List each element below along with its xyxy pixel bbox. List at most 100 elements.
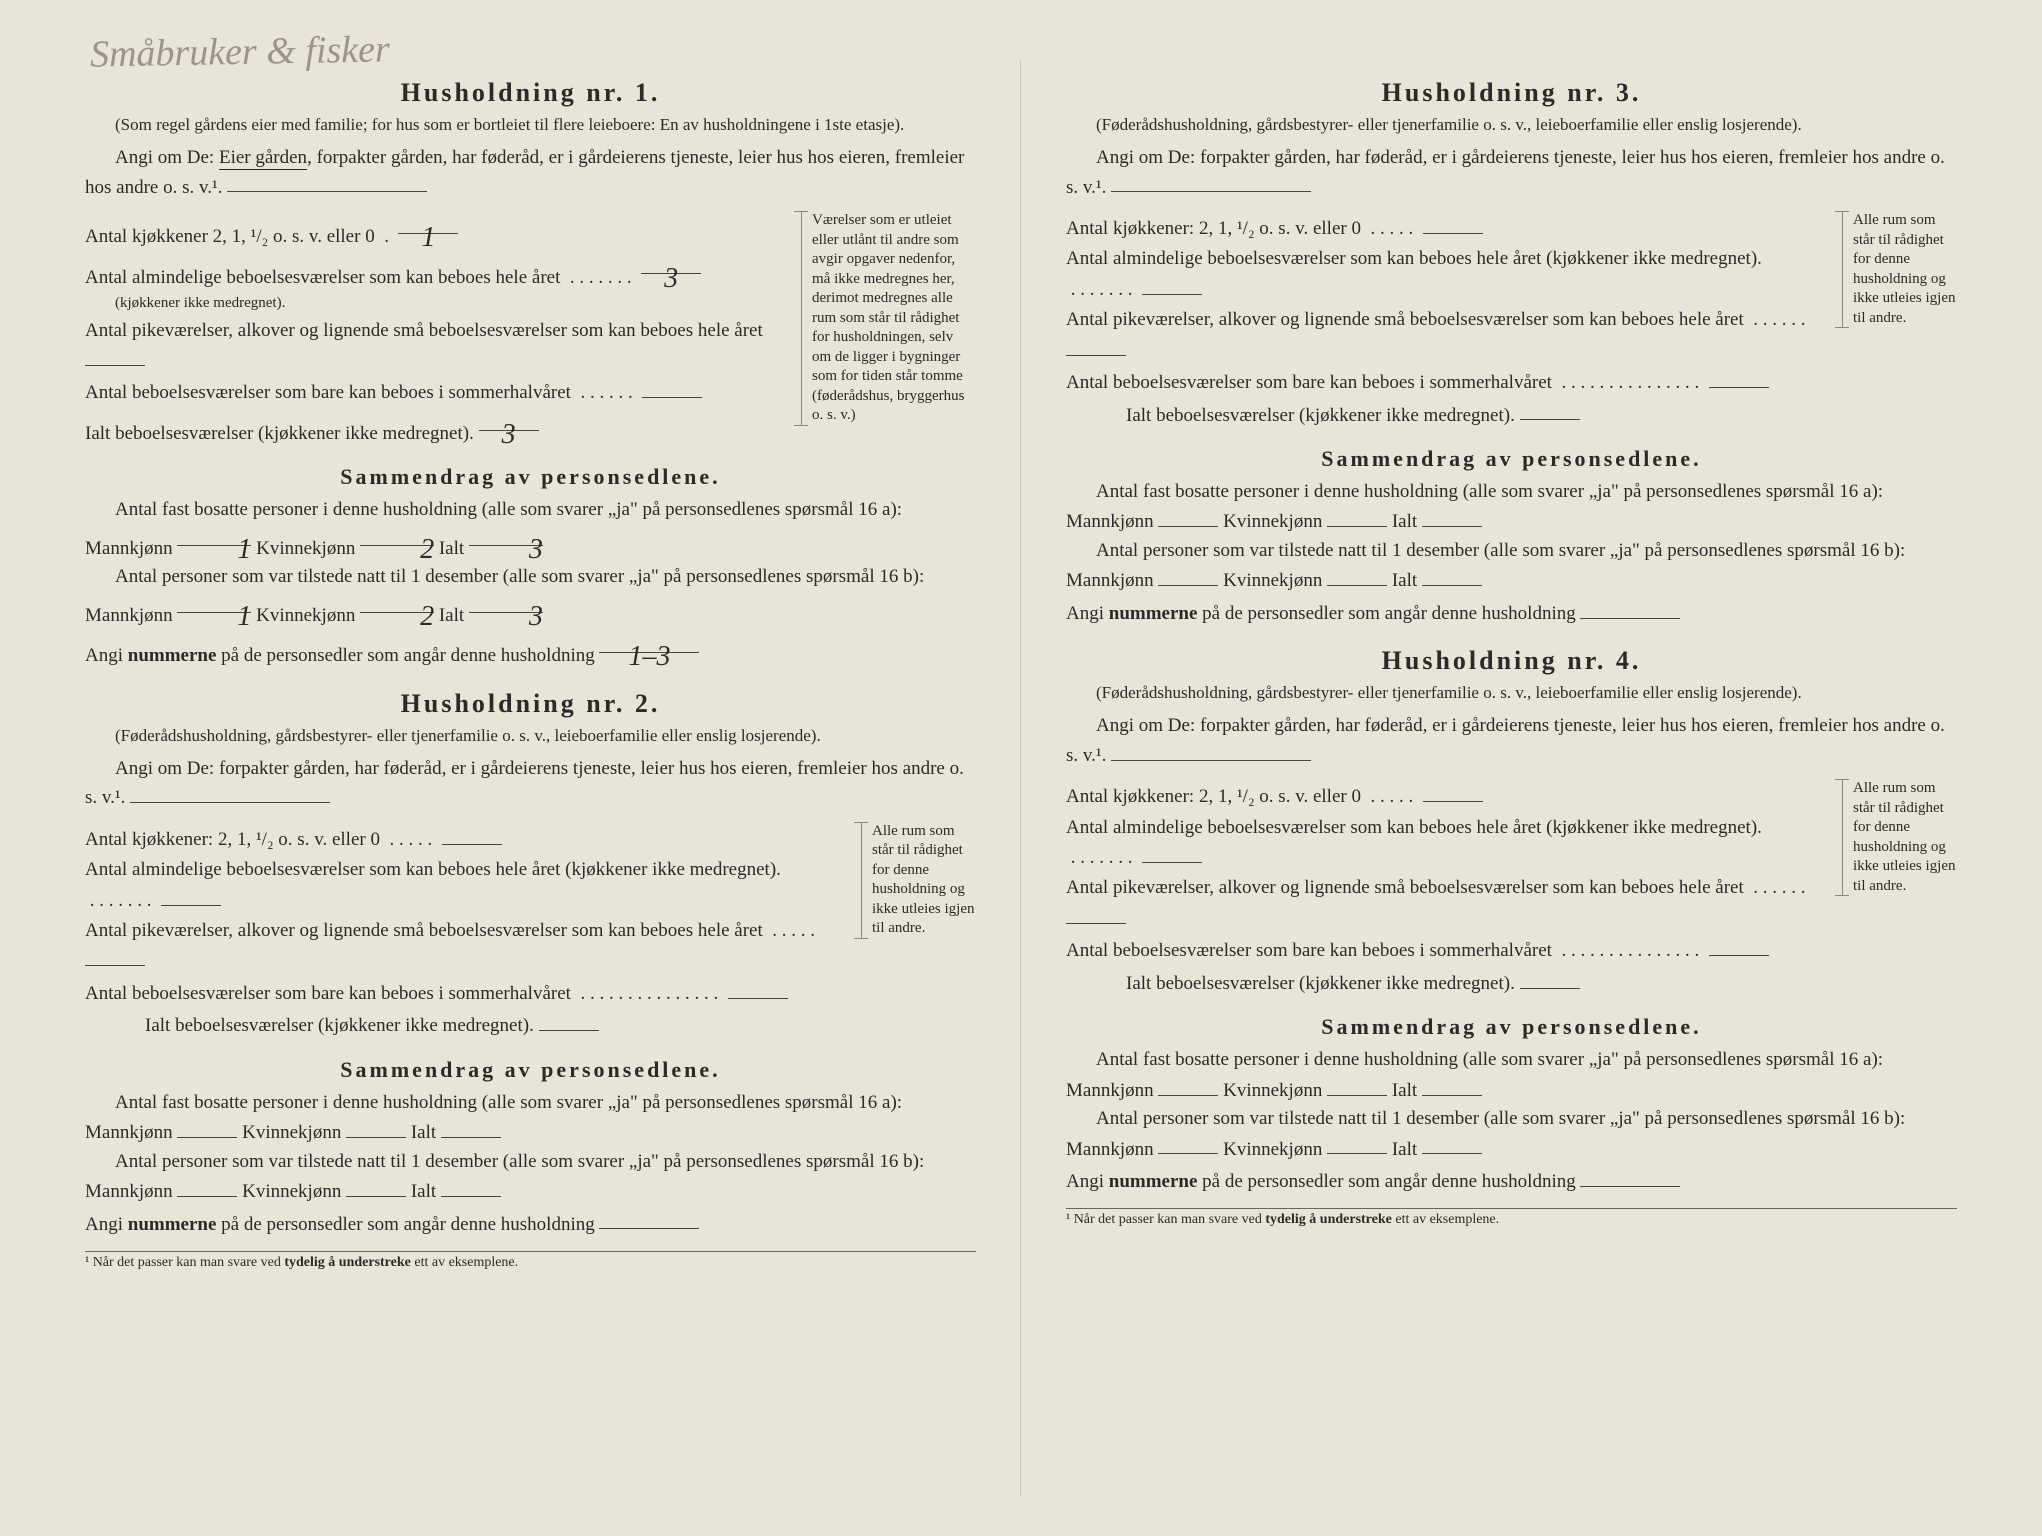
h4-title: Husholdning nr. 4. [1066,646,1957,676]
h2-ialt-label2: Ialt [411,1181,436,1202]
h2-pike-row: Antal pikeværelser, alkover og lignende … [85,917,843,976]
h1-summer-value [642,377,702,398]
h1-perm-label: Antal fast bosatte personer i denne hush… [115,499,902,520]
h1-rooms-value: 3 [641,254,701,275]
h1-total-row: Ialt beboelsesværelser (kjøkkener ikke m… [85,410,783,449]
h1-form-block: Antal kjøkkener 2, 1, ¹/₂ o. s. v. eller… [85,211,976,450]
h2-instruction: Angi om De: forpakter gården, har føderå… [85,756,976,812]
h3-instruction: Angi om De: forpakter gården, har føderå… [1066,145,1957,201]
h2-nummer-value [599,1209,699,1230]
h4-form-block: Antal kjøkkener: 2, 1, ¹/₂ o. s. v. elle… [1066,779,1957,1000]
h3-side-note: Alle rum som står til rådighet for denne… [1842,211,1957,328]
h2-pres-label: Antal personer som var tilstede natt til… [115,1151,924,1172]
h3-title: Husholdning nr. 3. [1066,78,1957,108]
h1-nummer-label: Angi nummerne på de personsedler som ang… [85,645,595,666]
h1-sammendrag-title: Sammendrag av personsedlene. [85,464,976,490]
h4-instr-blank [1111,740,1311,761]
h3-nummer-value [1580,598,1680,619]
h1-pres-ialt: 3 [469,592,543,613]
h1-mann-label2: Mannkjønn [85,605,173,626]
h1-side-note: Værelser som er utleiet eller utlånt til… [801,211,976,426]
h4-total-row: Ialt beboelsesværelser (kjøkkener ikke m… [1066,968,1824,998]
household-3: Husholdning nr. 3. (Føderådshusholdning,… [1066,78,1957,628]
h2-perm-k [346,1117,406,1138]
h2-form-left: Antal kjøkkener: 2, 1, ¹/₂ o. s. v. elle… [85,822,843,1043]
h1-instruction: Angi om De: Eier gården, forpakter gårde… [85,145,976,201]
h1-ialt-label: Ialt [439,538,464,559]
h4-summer-label: Antal beboelsesværelser som bare kan beb… [1066,940,1552,961]
h4-pike-value [1066,903,1126,924]
h4-pike-row: Antal pikeværelser, alkover og lignende … [1066,874,1824,933]
h1-kvinne-label2: Kvinnekjønn [256,605,355,626]
h3-pres-text: Antal personer som var tilstede natt til… [1066,537,1957,596]
h3-kvinne-label: Kvinnekjønn [1223,511,1322,532]
h3-total-value [1520,400,1580,421]
h4-perm-m [1158,1075,1218,1096]
h2-kvinne-label2: Kvinnekjønn [242,1181,341,1202]
h1-rooms-row: Antal almindelige beboelsesværelser som … [85,254,783,315]
h1-pike-value [85,345,145,366]
h4-rooms-row: Antal almindelige beboelsesværelser som … [1066,814,1824,873]
h4-mann-label: Mannkjønn [1066,1080,1154,1101]
h3-ialt-label2: Ialt [1392,570,1417,591]
h1-instr-rest: , forpakter gården, har føderåd, er i gå… [85,147,964,197]
h1-summer-label: Antal beboelsesværelser som bare kan beb… [85,382,571,403]
h1-pres-m: 1 [177,592,251,613]
h4-summer-value [1709,935,1769,956]
h2-instr-prefix: Angi om De: [115,758,214,779]
h2-pike-label: Antal pikeværelser, alkover og lignende … [85,920,763,941]
h2-total-value [539,1010,599,1031]
h1-total-value: 3 [479,410,539,431]
footnote-left: ¹ Når det passer kan man svare ved tydel… [85,1251,976,1271]
h4-form-left: Antal kjøkkener: 2, 1, ¹/₂ o. s. v. elle… [1066,779,1824,1000]
h1-kitchens-label: Antal kjøkkener 2, 1, ¹/₂ o. s. v. eller… [85,226,375,247]
h1-pres-k: 2 [360,592,434,613]
h4-pike-label: Antal pikeværelser, alkover og lignende … [1066,877,1744,898]
h1-instr-underlined: Eier gården [219,147,307,170]
h1-rooms-sub: (kjøkkener ikke medregnet). [85,292,783,315]
h4-total-value [1520,968,1580,989]
h2-perm-text: Antal fast bosatte personer i denne hush… [85,1089,976,1148]
h4-side-note: Alle rum som står til rådighet for denne… [1842,779,1957,896]
h1-total-label: Ialt beboelsesværelser (kjøkkener ikke m… [85,423,474,444]
h3-kitchens-row: Antal kjøkkener: 2, 1, ¹/₂ o. s. v. elle… [1066,213,1824,243]
h4-perm-label: Antal fast bosatte personer i denne hush… [1096,1049,1883,1070]
h2-pres-m [177,1176,237,1197]
h4-summer-row: Antal beboelsesværelser som bare kan beb… [1066,935,1824,965]
h1-ialt-label2: Ialt [439,605,464,626]
h4-kitchens-value [1423,781,1483,802]
h2-summer-value [728,978,788,999]
h4-pres-m [1158,1134,1218,1155]
h2-sammendrag-title: Sammendrag av personsedlene. [85,1057,976,1083]
h2-total-row: Ialt beboelsesværelser (kjøkkener ikke m… [85,1010,843,1040]
h3-pres-label: Antal personer som var tilstede natt til… [1096,540,1905,561]
h3-instr-prefix: Angi om De: [1096,147,1195,168]
h3-total-label: Ialt beboelsesværelser (kjøkkener ikke m… [1126,404,1515,425]
h2-form-block: Antal kjøkkener: 2, 1, ¹/₂ o. s. v. elle… [85,822,976,1043]
h1-instr-prefix: Angi om De: [115,147,214,168]
h3-form-block: Antal kjøkkener: 2, 1, ¹/₂ o. s. v. elle… [1066,211,1957,432]
h2-rooms-row: Antal almindelige beboelsesværelser som … [85,856,843,915]
h1-form-left: Antal kjøkkener 2, 1, ¹/₂ o. s. v. eller… [85,211,783,450]
h4-ialt-label2: Ialt [1392,1138,1417,1159]
h2-total-label: Ialt beboelsesværelser (kjøkkener ikke m… [145,1015,534,1036]
h1-perm-k: 2 [360,525,434,546]
h3-kvinne-label2: Kvinnekjønn [1223,570,1322,591]
h1-subtitle: (Som regel gårdens eier med familie; for… [85,114,976,137]
h2-side-note: Alle rum som står til rådighet for denne… [861,822,976,939]
h4-nummer-label: Angi nummerne på de personsedler som ang… [1066,1171,1576,1192]
footnote-right: ¹ Når det passer kan man svare ved tydel… [1066,1208,1957,1228]
h4-nummer-value [1580,1166,1680,1187]
h4-perm-ialt [1422,1075,1482,1096]
h2-rooms-value [161,885,221,906]
h2-mann-label2: Mannkjønn [85,1181,173,1202]
h3-mann-label: Mannkjønn [1066,511,1154,532]
h3-pike-label: Antal pikeværelser, alkover og lignende … [1066,309,1744,330]
h3-subtitle: (Føderådshusholdning, gårdsbestyrer- ell… [1066,114,1957,137]
h3-nummer-label: Angi nummerne på de personsedler som ang… [1066,603,1576,624]
h3-perm-k [1327,506,1387,527]
h3-pres-m [1158,565,1218,586]
h2-summer-row: Antal beboelsesværelser som bare kan beb… [85,978,843,1008]
h1-kvinne-label: Kvinnekjønn [256,538,355,559]
h3-pres-k [1327,565,1387,586]
